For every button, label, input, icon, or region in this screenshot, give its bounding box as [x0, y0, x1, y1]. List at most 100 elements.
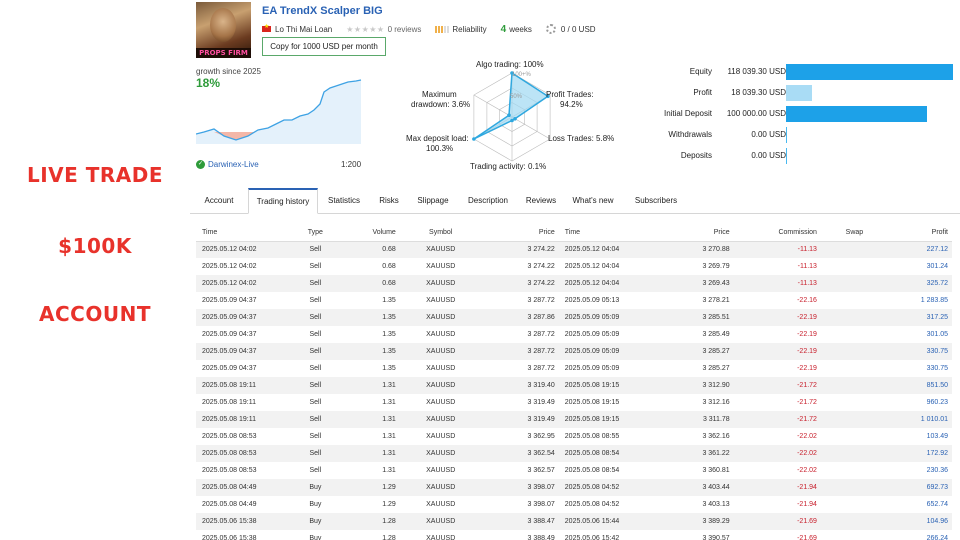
table-cell: Sell — [309, 331, 322, 338]
table-cell: 3 390.57 — [702, 535, 730, 540]
table-cell: 1.35 — [341, 343, 400, 360]
tab-description[interactable]: Description — [467, 196, 508, 205]
tab-risks[interactable]: Risks — [379, 196, 399, 205]
table-cell: 652.74 — [926, 501, 948, 508]
table-cell: 3 274.22 — [481, 241, 559, 258]
table-row[interactable]: 2025.05.08 19:11 Sell 1.31 XAUUSD 3 319.49 20… — [196, 411, 952, 428]
table-row[interactable]: 2025.05.09 04:37 Sell 1.35 XAUUSD 3 287.72 20… — [196, 360, 952, 377]
table-cell: Buy — [289, 479, 342, 496]
table-cell: -11.13 — [733, 275, 821, 292]
radar-label-loss: Loss Trades: 5.8% — [548, 134, 615, 143]
column-header[interactable]: Symbol — [399, 225, 482, 242]
table-cell: 1 283.85 — [920, 297, 948, 304]
column-header[interactable]: Swap — [820, 225, 888, 242]
table-cell: Sell — [289, 377, 342, 394]
radar-label-profit-value: 94.2% — [560, 100, 583, 109]
column-header[interactable]: Type — [289, 225, 342, 242]
table-cell: 2025.05.06 15:38 — [196, 513, 289, 530]
table-cell: 330.75 — [926, 365, 948, 372]
balance-value: 0.00 USD — [751, 129, 786, 139]
tab-what-s-new[interactable]: What's new — [572, 196, 614, 205]
table-cell: 2025.05.08 19:15 — [558, 377, 657, 394]
column-header[interactable]: Profit — [887, 225, 952, 242]
tab-statistics[interactable]: Statistics — [327, 196, 360, 205]
table-cell: 2025.05.08 08:54 — [558, 445, 657, 462]
column-header[interactable]: Volume — [341, 225, 400, 242]
table-row[interactable]: 2025.05.06 15:38 Buy 1.28 XAUUSD 3 388.47 202… — [196, 513, 952, 530]
table-cell: 3 274.22 — [481, 275, 559, 292]
table-cell: 3 269.79 — [702, 263, 730, 270]
signal-avatar[interactable]: PROPS FIRM — [196, 2, 251, 58]
table-row[interactable]: 2025.05.09 04:37 Sell 1.35 XAUUSD 3 287.72 20… — [196, 343, 952, 360]
table-row[interactable]: 2025.05.12 04:02 Sell 0.68 XAUUSD 3 274.22 20… — [196, 241, 952, 258]
table-cell: Buy — [289, 513, 342, 530]
column-header[interactable]: Commission — [733, 225, 821, 242]
table-cell: 230.36 — [926, 467, 948, 474]
table-cell: 2025.05.08 19:11 — [202, 399, 256, 406]
author-name[interactable]: Lo Thi Mai Loan — [275, 24, 333, 34]
table-row[interactable]: 2025.05.08 08:53 Sell 1.31 XAUUSD 3 362.54 20… — [196, 445, 952, 462]
radar-label-algo: Algo trading: 100% — [476, 60, 544, 69]
table-row[interactable]: 2025.05.06 15:38 Buy 1.28 XAUUSD 3 388.49 202… — [196, 530, 952, 540]
table-row[interactable]: 2025.05.08 08:53 Sell 1.31 XAUUSD 3 362.95 20… — [196, 428, 952, 445]
table-row[interactable]: 2025.05.12 04:02 Sell 0.68 XAUUSD 3 274.22 20… — [196, 258, 952, 275]
table-row[interactable]: 2025.05.12 04:02 Sell 0.68 XAUUSD 3 274.22 20… — [196, 275, 952, 292]
copy-signal-button[interactable]: Copy for 1000 USD per month — [262, 37, 386, 56]
table-cell: 1.31 — [341, 445, 400, 462]
signal-title[interactable]: EA TrendX Scalper BIG — [262, 5, 383, 17]
column-header[interactable]: Time — [558, 225, 657, 242]
table-row[interactable]: 2025.05.08 04:49 Buy 1.29 XAUUSD 3 398.07 202… — [196, 479, 952, 496]
tab-reviews[interactable]: Reviews — [525, 196, 557, 205]
table-cell: XAUUSD — [399, 479, 482, 496]
table-cell: Sell — [309, 365, 322, 372]
table-row[interactable]: 2025.05.08 08:53 Sell 1.31 XAUUSD 3 362.57 20… — [196, 462, 952, 479]
growth-area-negative — [214, 132, 254, 140]
balance-bar-zero — [786, 148, 787, 164]
tab-subscribers[interactable]: Subscribers — [634, 196, 678, 205]
table-cell: Sell — [289, 445, 342, 462]
tab-account[interactable]: Account — [204, 196, 234, 205]
table-cell: XAUUSD — [399, 275, 482, 292]
reviews-count[interactable]: 0 reviews — [387, 24, 422, 34]
table-row[interactable]: 2025.05.08 19:11 Sell 1.31 XAUUSD 3 319.40 20… — [196, 377, 952, 394]
table-cell: 3 403.44 — [656, 479, 734, 496]
table-cell: 3 278.21 — [702, 297, 730, 304]
column-header[interactable]: Price — [656, 225, 734, 242]
table-cell: 3 388.49 — [527, 535, 555, 540]
table-cell: 2025.05.09 04:37 — [202, 365, 257, 372]
weeks-label: weeks — [509, 24, 532, 34]
column-header[interactable]: Time — [196, 225, 289, 242]
table-cell: 3 319.49 — [527, 399, 555, 406]
table-cell: XAUUSD — [426, 535, 456, 540]
table-cell — [821, 360, 888, 377]
table-row[interactable]: 2025.05.08 04:49 Buy 1.29 XAUUSD 3 398.07 202… — [196, 496, 952, 513]
balance-row: Deposits 0.00 USD — [640, 148, 787, 164]
table-cell: XAUUSD — [426, 331, 456, 338]
table-cell — [821, 326, 888, 343]
table-cell: 301.24 — [926, 263, 948, 270]
growth-value: 18% — [196, 76, 221, 90]
column-header[interactable]: Price — [481, 225, 559, 242]
table-cell: Buy — [309, 501, 322, 508]
table-row[interactable]: 2025.05.09 04:37 Sell 1.35 XAUUSD 3 287.72 20… — [196, 326, 952, 343]
table-cell: 2025.05.08 08:55 — [564, 433, 620, 440]
table-cell: 325.72 — [887, 275, 952, 292]
tab-trading-history[interactable]: Trading history — [248, 188, 318, 214]
table-cell: Sell — [289, 275, 342, 292]
table-row[interactable]: 2025.05.09 04:37 Sell 1.35 XAUUSD 3 287.72 20… — [196, 292, 952, 309]
table-cell: 3 274.22 — [527, 263, 555, 270]
table-cell: 3 269.43 — [656, 275, 734, 292]
table-cell — [820, 411, 888, 428]
table-cell — [821, 428, 888, 445]
table-cell: -22.19 — [797, 365, 817, 372]
table-cell: 2025.05.08 19:15 — [558, 411, 657, 428]
broker-name[interactable]: Darwinex-Live — [208, 160, 259, 169]
broker-link[interactable]: ✓ Darwinex-Live — [196, 160, 259, 169]
table-cell: XAUUSD — [426, 433, 456, 440]
table-row[interactable]: 2025.05.08 19:11 Sell 1.31 XAUUSD 3 319.49 20… — [196, 394, 952, 411]
table-cell: XAUUSD — [426, 399, 456, 406]
radar-point — [507, 113, 511, 117]
table-cell: 2025.05.08 04:49 — [196, 479, 289, 496]
tab-slippage[interactable]: Slippage — [417, 196, 449, 205]
table-row[interactable]: 2025.05.09 04:37 Sell 1.35 XAUUSD 3 287.86 20… — [196, 309, 952, 326]
